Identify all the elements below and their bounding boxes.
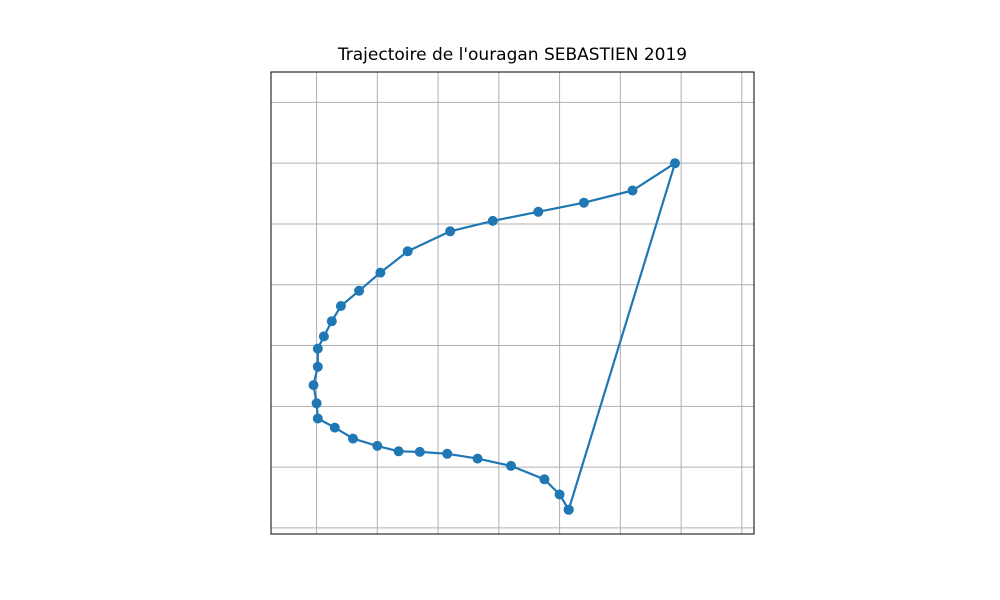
track-point <box>312 413 323 424</box>
track-point <box>312 361 323 372</box>
track-point <box>578 197 589 208</box>
plot-frame <box>270 71 755 535</box>
track-point <box>414 446 425 457</box>
track-point <box>506 460 516 471</box>
track-point <box>539 474 550 485</box>
track-point <box>402 246 413 257</box>
track-point <box>445 226 456 237</box>
track-point <box>563 504 574 515</box>
track-point <box>533 206 544 217</box>
chart-title: Trajectoire de l'ouragan SEBASTIEN 2019 <box>337 45 688 65</box>
track-point <box>348 433 358 444</box>
track-point <box>308 380 319 391</box>
track-point <box>393 446 404 457</box>
track-point <box>312 343 323 354</box>
track-point <box>487 215 498 226</box>
track-point <box>329 422 340 433</box>
track-point <box>311 398 322 409</box>
track-point <box>472 453 483 464</box>
track-point <box>627 185 638 196</box>
track-point <box>318 331 329 342</box>
track-point <box>335 301 346 311</box>
track-point <box>442 448 453 459</box>
track-point <box>372 440 383 451</box>
track-point <box>670 158 680 169</box>
track-point <box>554 489 565 500</box>
track-point <box>326 316 337 327</box>
track-point <box>354 285 365 296</box>
track-point <box>375 267 386 278</box>
series-group <box>308 158 680 515</box>
